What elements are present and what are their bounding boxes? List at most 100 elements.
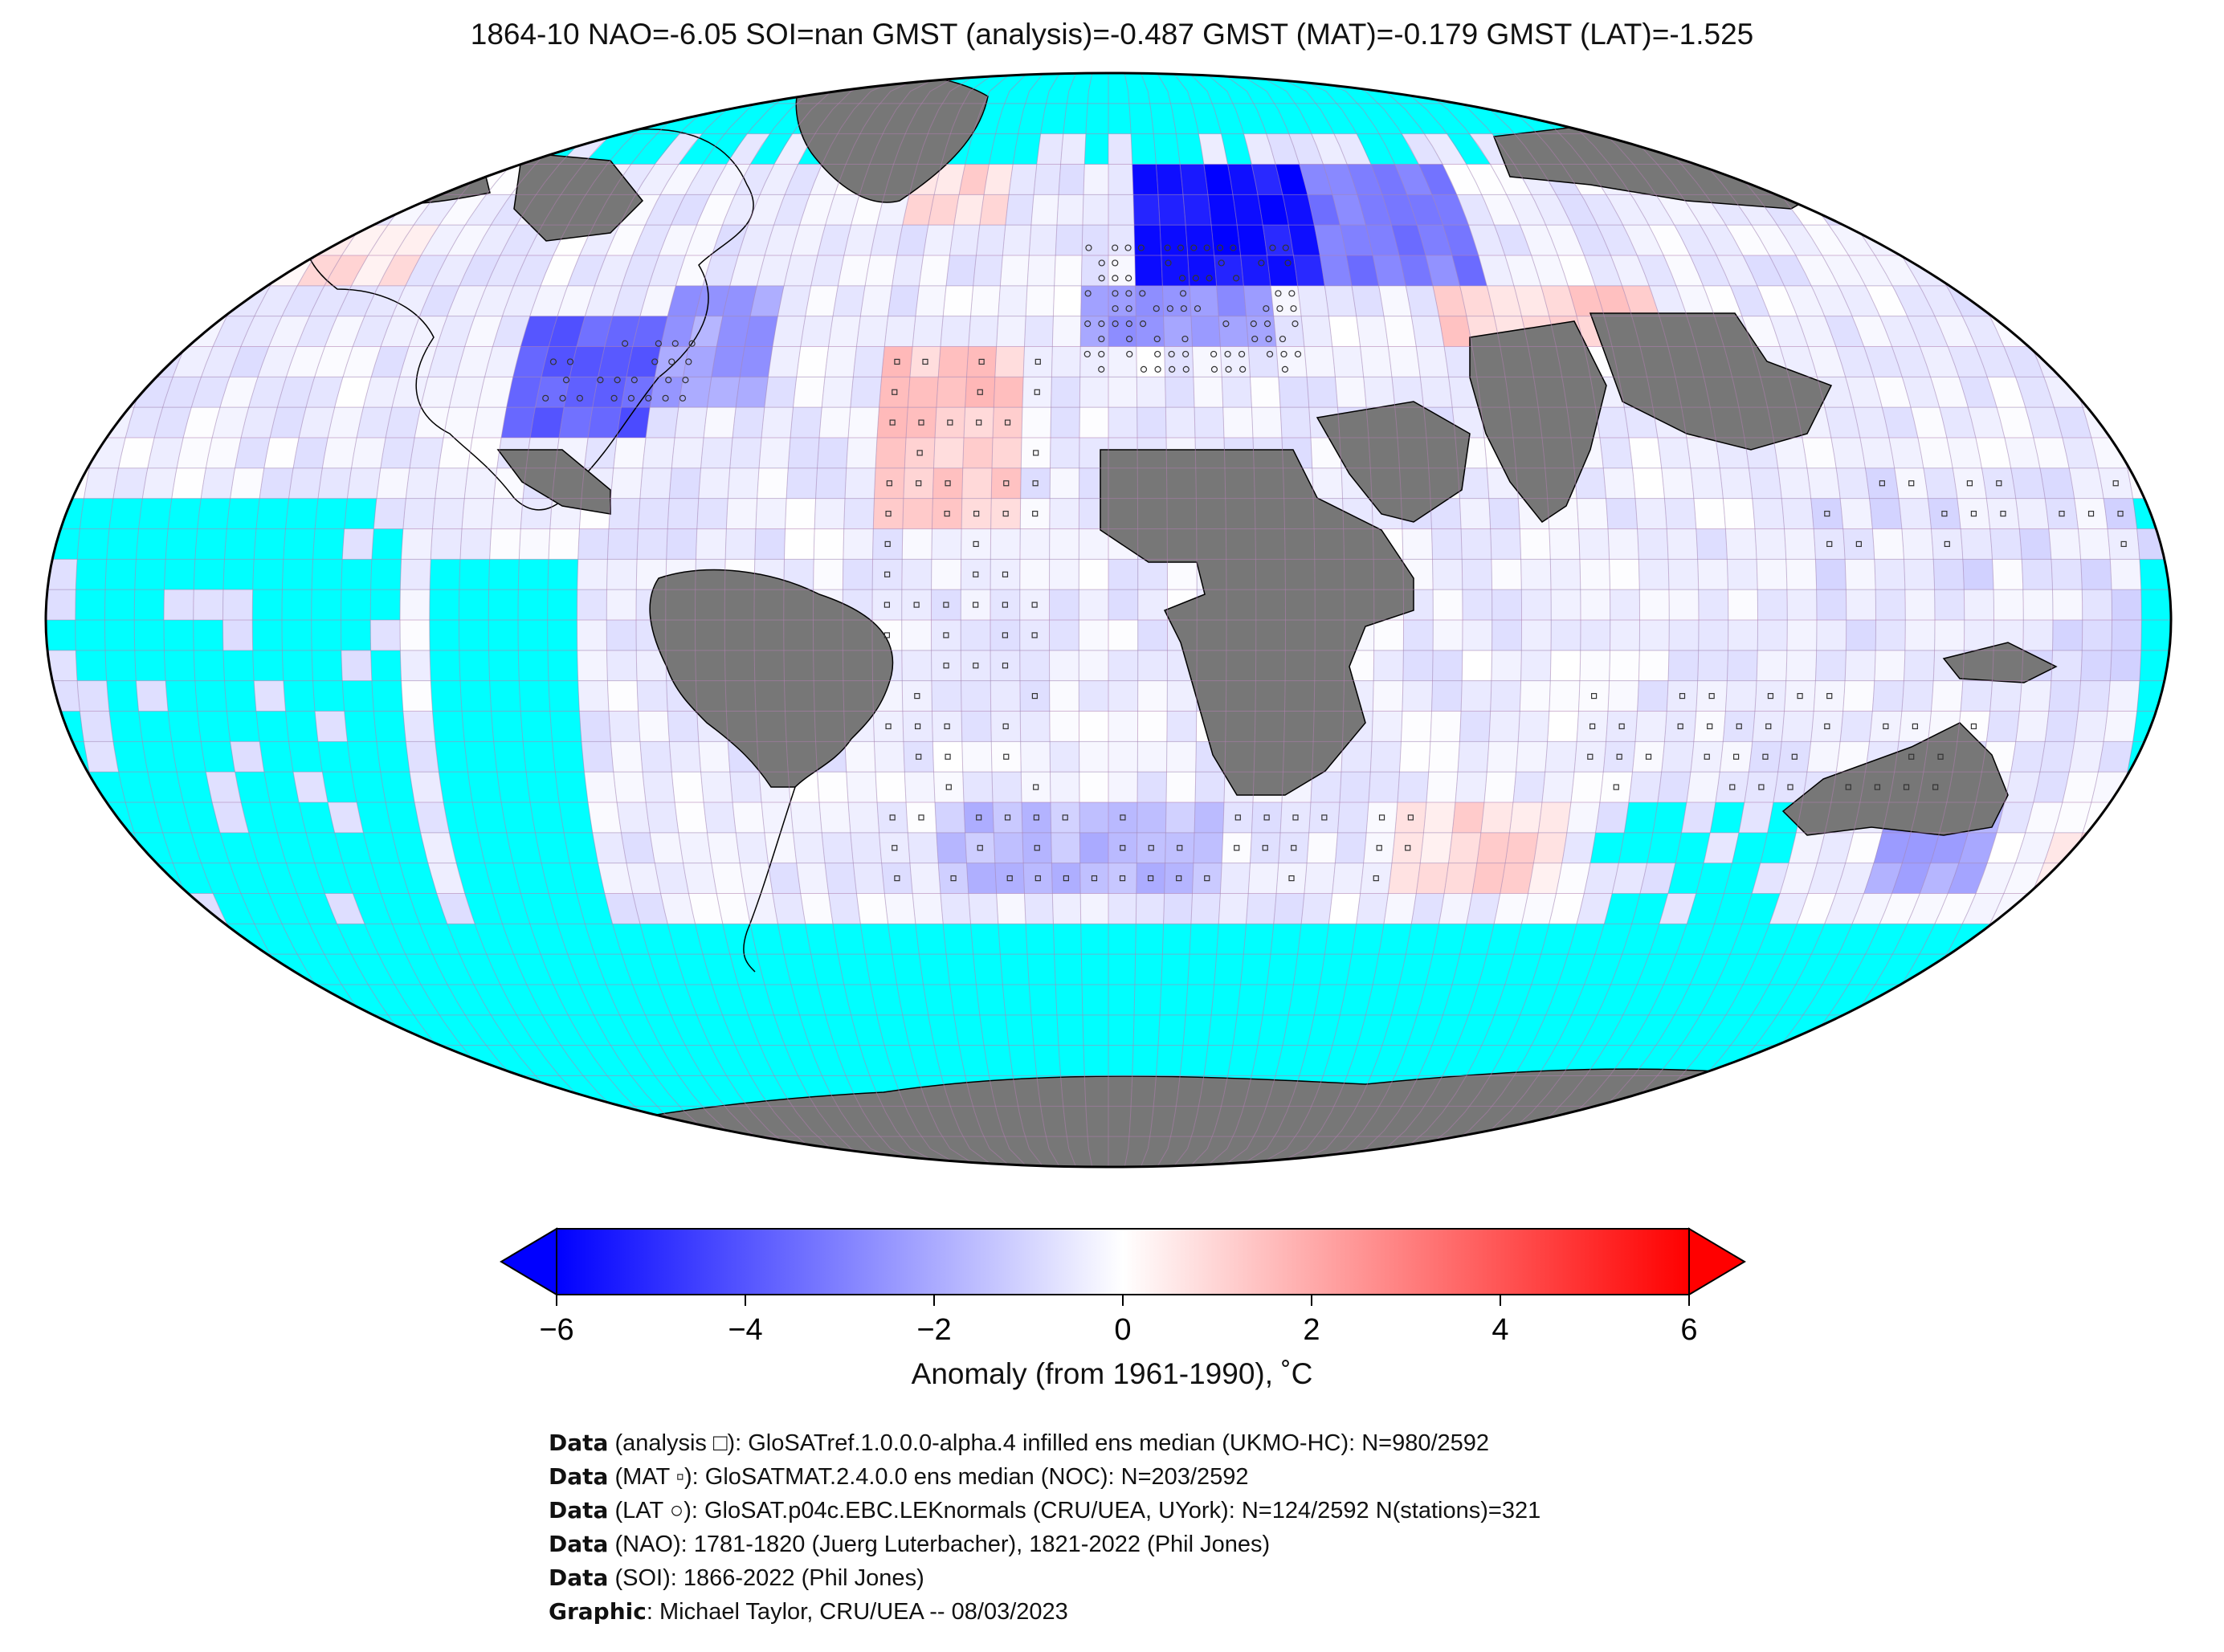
anomaly-cell bbox=[1157, 194, 1186, 226]
anomaly-cell bbox=[400, 620, 431, 651]
anomaly-cell bbox=[1993, 620, 2024, 651]
anomaly-cell bbox=[992, 772, 1022, 802]
anomaly-cell bbox=[1438, 316, 1472, 347]
anomaly-cell bbox=[1518, 711, 1549, 742]
station-marker bbox=[1125, 290, 1132, 297]
analysis-marker bbox=[977, 845, 983, 851]
analysis-marker bbox=[977, 389, 983, 395]
anomaly-cell bbox=[1846, 620, 1876, 651]
anomaly-cell bbox=[822, 832, 854, 863]
anomaly-cell bbox=[1402, 133, 1443, 165]
anomaly-cell bbox=[698, 741, 730, 773]
anomaly-cell bbox=[177, 438, 213, 468]
anomaly-cell bbox=[212, 407, 249, 438]
anomaly-cell bbox=[598, 346, 633, 377]
analysis-marker bbox=[1613, 784, 1619, 790]
anomaly-cell bbox=[577, 589, 607, 620]
anomaly-cell bbox=[237, 164, 297, 195]
station-marker bbox=[1279, 335, 1287, 343]
anomaly-cell bbox=[1875, 133, 1944, 165]
anomaly-cell bbox=[1690, 741, 1724, 773]
anomaly-cell bbox=[645, 194, 686, 226]
anomaly-cell bbox=[1137, 650, 1168, 681]
anomaly-cell bbox=[870, 225, 903, 255]
anomaly-cell bbox=[1480, 802, 1513, 833]
analysis-marker bbox=[943, 602, 949, 608]
anomaly-cell bbox=[577, 559, 608, 590]
anomaly-cell bbox=[1920, 164, 1980, 195]
anomaly-cell bbox=[659, 225, 697, 255]
anomaly-cell bbox=[2110, 650, 2141, 681]
station-marker bbox=[1125, 335, 1133, 343]
anomaly-cell bbox=[1584, 863, 1619, 894]
anomaly-cell bbox=[1545, 741, 1577, 773]
anomaly-cell bbox=[850, 377, 882, 408]
anomaly-cell bbox=[1606, 498, 1638, 529]
anomaly-cell bbox=[979, 194, 1010, 226]
anomaly-cell bbox=[931, 650, 961, 681]
anomaly-cell bbox=[2027, 285, 2073, 316]
anomaly-cell bbox=[263, 438, 300, 468]
anomaly-cell bbox=[896, 225, 928, 255]
anomaly-cell bbox=[1777, 741, 1811, 773]
anomaly-cell bbox=[872, 559, 903, 590]
anomaly-cell bbox=[1520, 650, 1552, 681]
anomaly-cell bbox=[902, 711, 933, 742]
anomaly-cell bbox=[716, 316, 751, 347]
analysis-marker bbox=[1034, 845, 1040, 851]
anomaly-cell bbox=[2072, 316, 2116, 347]
anomaly-cell bbox=[1083, 164, 1108, 195]
anomaly-cell bbox=[2003, 346, 2044, 377]
anomaly-cell bbox=[646, 802, 679, 833]
anomaly-cell bbox=[1461, 680, 1492, 712]
anomaly-cell bbox=[1487, 741, 1519, 773]
anomaly-cell bbox=[904, 438, 936, 468]
anomaly-cell bbox=[342, 346, 382, 377]
anomaly-cell bbox=[968, 893, 998, 924]
anomaly-cell bbox=[759, 438, 791, 468]
anomaly-cell bbox=[906, 407, 937, 438]
anomaly-cell bbox=[2112, 620, 2142, 651]
anomaly-cell bbox=[902, 680, 932, 712]
anomaly-cell bbox=[1664, 711, 1696, 742]
anomaly-cell bbox=[990, 680, 1021, 712]
anomaly-cell bbox=[1944, 164, 2005, 195]
anomaly-cell bbox=[1494, 893, 1528, 924]
anomaly-cell bbox=[1899, 498, 1932, 529]
analysis-marker bbox=[944, 510, 950, 517]
anomaly-cell bbox=[1869, 711, 1902, 742]
anomaly-cell bbox=[2045, 893, 2088, 924]
anomaly-cell bbox=[1403, 620, 1434, 651]
colorbar-ticks: −6 −4 −2 0 2 4 6 bbox=[539, 1295, 1698, 1347]
anomaly-cell bbox=[1251, 407, 1282, 438]
anomaly-cell bbox=[814, 498, 845, 529]
anomaly-cell bbox=[2052, 589, 2083, 620]
anomaly-cell bbox=[813, 559, 843, 590]
anomaly-cell bbox=[1207, 194, 1238, 226]
anomaly-cell bbox=[632, 893, 668, 924]
credits-block: Data (analysis □): GloSATref.1.0.0.0-alp… bbox=[549, 1426, 1540, 1629]
anomaly-cell bbox=[1373, 255, 1406, 286]
anomaly-cell bbox=[1243, 133, 1276, 165]
anomaly-cell bbox=[1931, 680, 1963, 712]
anomaly-cell bbox=[1606, 711, 1638, 742]
analysis-marker bbox=[1262, 845, 1268, 851]
analysis-marker bbox=[883, 602, 890, 608]
anomaly-cell bbox=[478, 377, 513, 408]
anomaly-cell bbox=[1817, 832, 1854, 863]
anomaly-cell bbox=[212, 802, 249, 833]
anomaly-cell bbox=[2033, 772, 2070, 802]
station-marker bbox=[597, 377, 604, 384]
anomaly-cell bbox=[1599, 438, 1633, 468]
analysis-marker bbox=[884, 571, 891, 577]
anomaly-cell bbox=[1488, 711, 1520, 742]
anomaly-cell bbox=[1716, 255, 1757, 286]
anomaly-cell bbox=[1137, 680, 1168, 712]
anomaly-cell bbox=[473, 225, 517, 255]
anomaly-cell bbox=[643, 438, 675, 468]
anomaly-cell bbox=[406, 467, 439, 499]
anomaly-cell bbox=[1051, 802, 1080, 833]
anomaly-cell bbox=[660, 893, 696, 924]
anomaly-cell bbox=[1840, 498, 1873, 529]
credit-line-soi: Data (SOI): 1866-2022 (Phil Jones) bbox=[549, 1564, 924, 1591]
